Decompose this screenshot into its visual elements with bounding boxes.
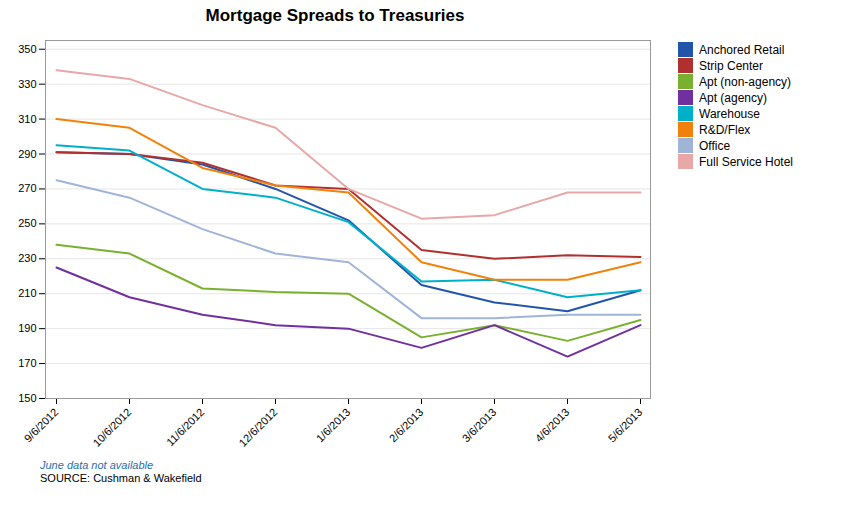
html-text:Mortgage Spreads to Treasuries: Mortgage Spreads to Treasuries <box>205 6 465 25</box>
svg-text:270: 270 <box>18 182 36 194</box>
svg-text:210: 210 <box>18 287 36 299</box>
svg-text:5/6/2013: 5/6/2013 <box>606 406 645 445</box>
svg-text:10/6/2012: 10/6/2012 <box>90 406 133 449</box>
svg-text:250: 250 <box>18 217 36 229</box>
svg-text:150: 150 <box>18 392 36 404</box>
html-text:Anchored Retail: Anchored Retail <box>699 42 785 57</box>
svg-text:11/6/2012: 11/6/2012 <box>164 406 207 449</box>
html-text:SOURCE: Cushman & Wakefield: SOURCE: Cushman & Wakefield <box>40 472 202 484</box>
svg-text:4/6/2013: 4/6/2013 <box>533 406 572 445</box>
html-text:R&D/Flex: R&D/Flex <box>699 122 751 137</box>
svg-text:350: 350 <box>18 43 36 55</box>
svg-text:330: 330 <box>18 78 36 90</box>
svg-text:3/6/2013: 3/6/2013 <box>460 406 499 445</box>
svg-text:290: 290 <box>18 148 36 160</box>
html-text:Strip Center: Strip Center <box>699 58 763 73</box>
svg-text:310: 310 <box>18 113 36 125</box>
html-text:Office: Office <box>699 138 731 153</box>
svg-text:170: 170 <box>18 357 36 369</box>
svg-text:9/6/2012: 9/6/2012 <box>22 406 61 445</box>
svg-text:12/6/2012: 12/6/2012 <box>236 406 279 449</box>
svg-text:2/6/2013: 2/6/2013 <box>387 406 426 445</box>
svg-text:1/6/2013: 1/6/2013 <box>314 406 353 445</box>
html-text:Apt (non-agency): Apt (non-agency) <box>699 74 792 89</box>
html-text:June data not available: June data not available <box>40 459 154 471</box>
html-text:Apt (agency): Apt (agency) <box>699 90 767 105</box>
html-text:Full Service Hotel: Full Service Hotel <box>699 154 793 169</box>
svg-text:190: 190 <box>18 322 36 334</box>
svg-text:230: 230 <box>18 252 36 264</box>
html-text:Warehouse: Warehouse <box>699 106 760 121</box>
